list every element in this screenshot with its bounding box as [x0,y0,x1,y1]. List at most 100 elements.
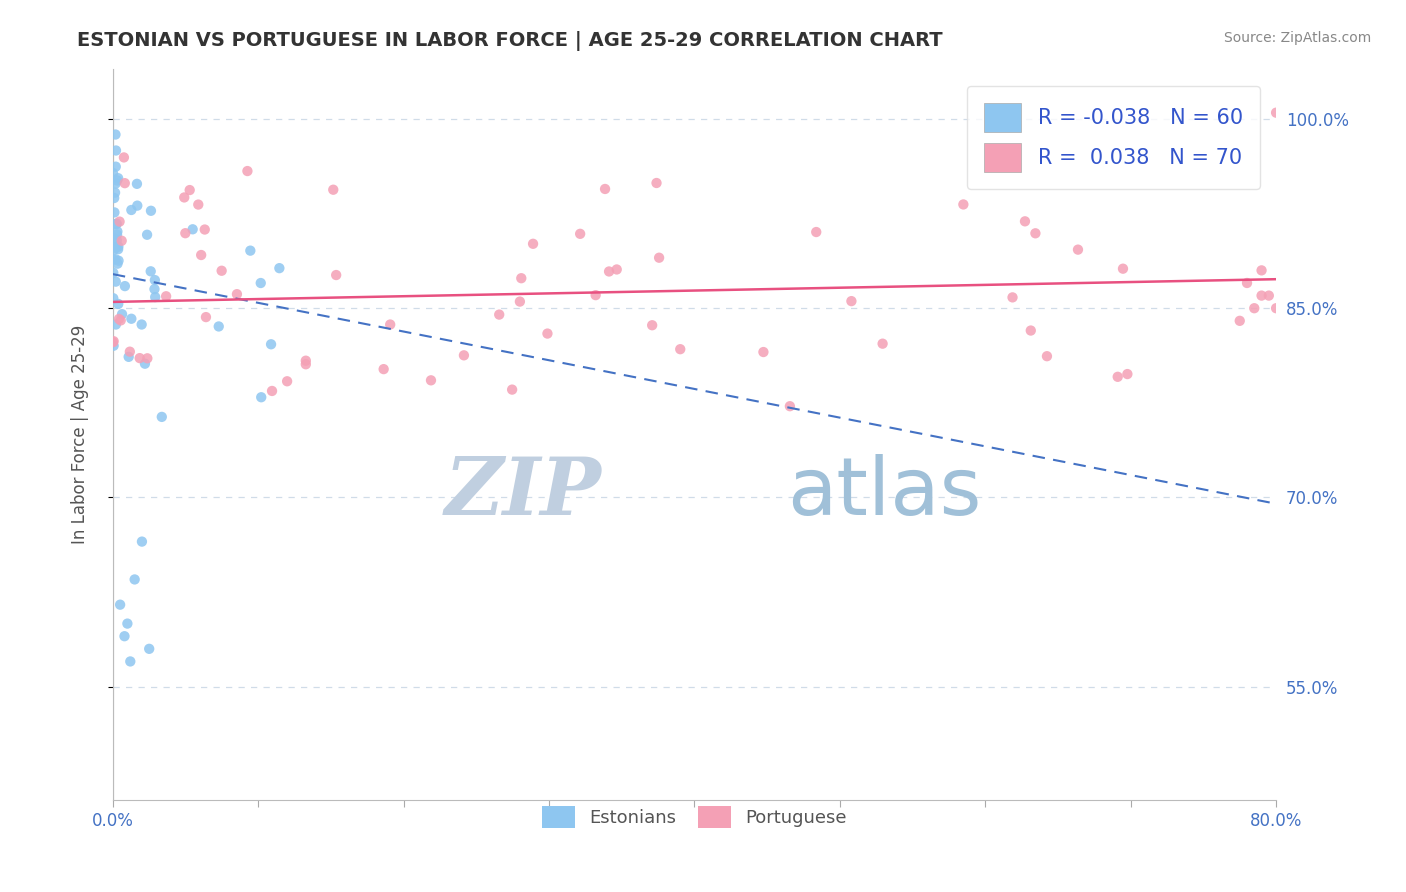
Point [131,318,153,332]
Point [1250,263,1272,277]
Point [226,287,249,301]
Point [1001,290,1024,304]
Point [194,222,217,236]
Point [136,351,159,366]
Point [1112,261,1135,276]
Point [108,598,131,612]
Point [117,616,139,631]
Point [295,353,318,368]
Point [114,176,136,190]
Point [111,234,134,248]
Point [373,362,395,376]
Point [211,264,233,278]
Point [103,243,125,257]
Point [104,144,127,158]
Point [110,313,132,327]
Point [107,253,129,268]
Point [114,279,136,293]
Point [1229,314,1251,328]
Point [295,357,318,371]
Point [325,268,347,282]
Point [173,190,195,204]
Point [105,217,128,231]
Point [107,297,129,311]
Point [779,399,801,413]
Point [104,275,127,289]
Point [108,312,131,326]
Point [138,641,160,656]
Point [103,266,125,280]
Point [105,240,128,254]
Point [190,248,212,262]
Point [1019,324,1042,338]
Point [1250,288,1272,302]
Point [181,222,204,236]
Point [125,177,148,191]
Point [752,345,775,359]
Point [645,176,668,190]
Point [585,288,607,302]
Text: atlas: atlas [787,454,981,532]
Legend: Estonians, Portuguese: Estonians, Portuguese [536,798,853,835]
Point [101,335,124,350]
Text: ZIP: ZIP [444,454,602,532]
Point [187,197,209,211]
Point [1024,227,1046,241]
Point [155,289,177,303]
Point [131,534,153,549]
Point [641,318,664,333]
Point [103,232,125,246]
Point [501,383,523,397]
Point [107,171,129,186]
Point [103,339,125,353]
Point [105,217,128,231]
Point [569,227,592,241]
Point [105,225,128,239]
Point [104,160,127,174]
Point [1236,276,1258,290]
Point [841,294,863,309]
Point [114,629,136,643]
Point [174,226,197,240]
Point [239,244,262,258]
Point [1116,367,1139,381]
Point [107,239,129,253]
Point [1036,349,1059,363]
Point [104,252,127,267]
Point [103,291,125,305]
Point [120,311,142,326]
Point [150,409,173,424]
Point [322,183,344,197]
Text: Source: ZipAtlas.com: Source: ZipAtlas.com [1223,31,1371,45]
Point [101,166,124,180]
Point [112,150,135,164]
Point [105,233,128,247]
Point [111,307,134,321]
Point [509,294,531,309]
Point [250,390,273,404]
Point [536,326,558,341]
Point [1257,288,1279,302]
Point [139,264,162,278]
Point [127,199,149,213]
Point [194,310,217,324]
Point [260,384,283,398]
Point [104,318,127,332]
Point [208,319,231,334]
Point [143,290,166,304]
Point [107,257,129,271]
Point [249,276,271,290]
Point [269,261,291,276]
Point [1014,214,1036,228]
Point [139,203,162,218]
Point [120,202,142,217]
Point [108,214,131,228]
Point [103,252,125,267]
Point [1265,301,1288,316]
Point [143,282,166,296]
Point [276,374,298,388]
Point [136,227,159,242]
Point [105,173,128,187]
Point [593,182,616,196]
Point [124,573,146,587]
